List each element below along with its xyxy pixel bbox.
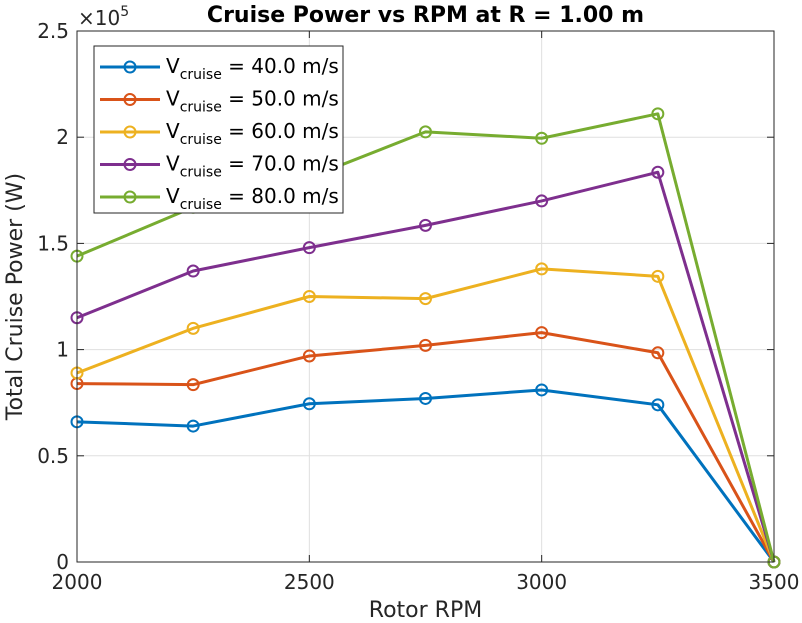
legend-label-rest: = 40.0 m/s bbox=[222, 54, 339, 78]
legend-label: Vcruise = 40.0 m/s bbox=[166, 54, 339, 83]
x-tick-label: 2500 bbox=[284, 570, 335, 594]
legend-swatch-marker bbox=[123, 60, 137, 74]
y-axis-title: Total Cruise Power (W) bbox=[3, 173, 28, 421]
legend-item: Vcruise = 50.0 m/s bbox=[100, 87, 339, 116]
y-axis-exponent-base: ×10 bbox=[78, 6, 120, 30]
legend-label-rest: = 50.0 m/s bbox=[222, 87, 339, 111]
chart-title: Cruise Power vs RPM at R = 1.00 m bbox=[207, 3, 644, 28]
data-point bbox=[419, 125, 432, 139]
data-point bbox=[419, 218, 432, 232]
legend-swatch-marker bbox=[123, 93, 137, 106]
data-point bbox=[302, 349, 316, 363]
series-line bbox=[76, 267, 776, 563]
legend-label: Vcruise = 50.0 m/s bbox=[166, 87, 339, 116]
legend-swatch-marker bbox=[123, 190, 137, 204]
legend-swatch-marker bbox=[123, 125, 137, 139]
data-point bbox=[651, 346, 665, 360]
legend-item: Vcruise = 40.0 m/s bbox=[100, 54, 339, 83]
y-tick-label: 0.5 bbox=[37, 444, 69, 468]
data-point bbox=[535, 383, 549, 397]
data-point bbox=[535, 131, 549, 145]
y-axis-exponent: ×105 bbox=[78, 4, 129, 30]
data-point bbox=[651, 165, 665, 179]
legend-label-base: V bbox=[166, 119, 180, 143]
legend-label-subscript: cruise bbox=[180, 132, 222, 148]
axis-ticks: 2000 2500 3000 3500 0 0.5 1 1.5 2 2.5 bbox=[37, 19, 799, 594]
y-tick-label: 1.5 bbox=[37, 231, 69, 255]
legend-swatch-marker bbox=[123, 158, 137, 171]
x-tick-label: 2000 bbox=[52, 570, 103, 594]
y-tick-label: 2 bbox=[56, 125, 69, 149]
data-point bbox=[419, 338, 432, 352]
data-point bbox=[302, 290, 316, 303]
legend-label-base: V bbox=[166, 54, 180, 78]
data-point bbox=[419, 292, 432, 306]
y-tick-label: 1 bbox=[56, 338, 69, 362]
data-point bbox=[535, 194, 549, 208]
series-line bbox=[76, 331, 776, 563]
data-point bbox=[302, 241, 316, 255]
legend-label: Vcruise = 80.0 m/s bbox=[166, 184, 339, 213]
data-point bbox=[535, 262, 549, 276]
data-point bbox=[651, 398, 665, 412]
series-line bbox=[76, 388, 776, 563]
legend-label-base: V bbox=[166, 184, 180, 208]
y-tick-label: 2.5 bbox=[37, 19, 69, 43]
legend-label-rest: = 70.0 m/s bbox=[222, 152, 339, 176]
legend-label: Vcruise = 60.0 m/s bbox=[166, 119, 339, 148]
legend-label: Vcruise = 70.0 m/s bbox=[166, 152, 339, 181]
data-point bbox=[651, 107, 665, 121]
legend-label-subscript: cruise bbox=[180, 100, 222, 116]
legend-label-subscript: cruise bbox=[180, 197, 222, 213]
x-tick-label: 3500 bbox=[749, 570, 800, 594]
data-point bbox=[186, 321, 200, 335]
data-point bbox=[419, 391, 432, 405]
legend-item: Vcruise = 80.0 m/s bbox=[100, 184, 339, 213]
legend-item: Vcruise = 60.0 m/s bbox=[100, 119, 339, 148]
data-point bbox=[651, 269, 665, 283]
data-point bbox=[302, 397, 316, 411]
y-tick-label: 0 bbox=[56, 550, 69, 574]
data-point bbox=[186, 419, 200, 433]
x-tick-label: 3000 bbox=[516, 570, 567, 594]
data-point bbox=[186, 264, 200, 278]
legend-label-subscript: cruise bbox=[180, 165, 222, 181]
plot-frame bbox=[76, 30, 775, 563]
y-axis-exponent-power: 5 bbox=[120, 4, 129, 20]
x-axis-title: Rotor RPM bbox=[369, 598, 482, 623]
legend-label-rest: = 80.0 m/s bbox=[222, 184, 339, 208]
legend-label-rest: = 60.0 m/s bbox=[222, 119, 339, 143]
legend-item: Vcruise = 70.0 m/s bbox=[100, 152, 339, 181]
data-point bbox=[186, 378, 200, 392]
series-line bbox=[76, 170, 776, 563]
legend-label-base: V bbox=[166, 87, 180, 111]
legend-label-base: V bbox=[166, 152, 180, 176]
data-point bbox=[535, 326, 549, 340]
legend-label-subscript: cruise bbox=[180, 67, 222, 83]
